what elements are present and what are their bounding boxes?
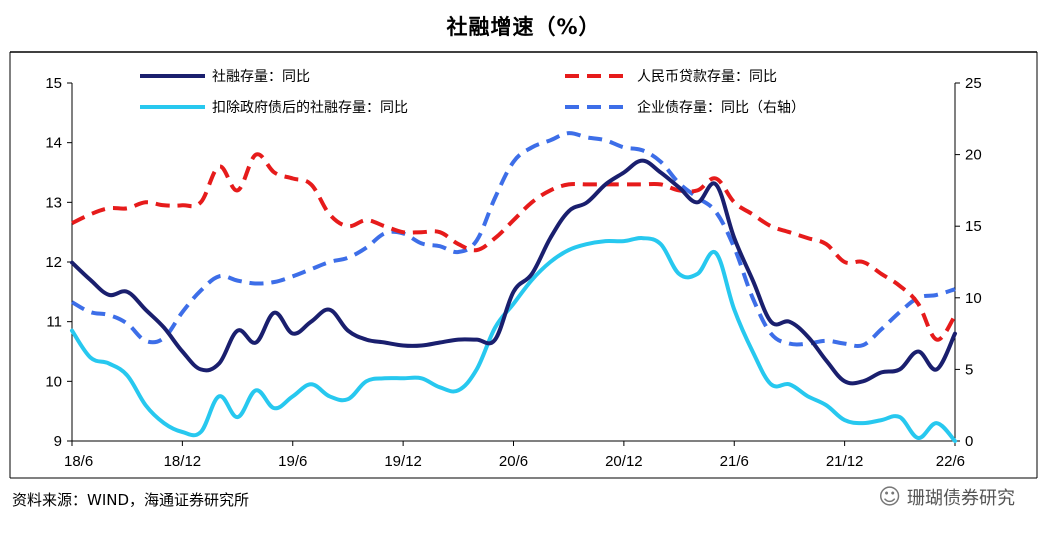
y-right-tick-label: 20 xyxy=(965,147,982,164)
y-left-tick-label: 10 xyxy=(45,373,62,390)
series-line-3 xyxy=(71,131,956,349)
x-tick-label: 18/12 xyxy=(164,453,202,470)
y-right-tick-label: 0 xyxy=(965,433,973,450)
x-tick-label: 19/6 xyxy=(278,453,307,470)
series-layer xyxy=(70,131,957,443)
y-left-tick-label: 13 xyxy=(45,194,62,211)
y-right-tick-label: 5 xyxy=(965,361,973,378)
y-right-tick-label: 10 xyxy=(965,290,982,307)
legend-label-3: 企业债存量：同比（右轴） xyxy=(637,99,805,116)
y-left-tick-label: 11 xyxy=(46,314,62,331)
series-line-0 xyxy=(70,158,957,386)
x-tick-label: 20/6 xyxy=(499,453,528,470)
x-tick-label: 21/12 xyxy=(826,453,864,470)
x-tick-label: 20/12 xyxy=(605,453,643,470)
x-tick-label: 22/6 xyxy=(936,453,965,470)
legend-label-2: 扣除政府债后的社融存量：同比 xyxy=(212,100,408,116)
brand: ☺ 珊瑚债券研究 xyxy=(878,484,1015,510)
x-tick-label: 18/6 xyxy=(64,453,93,470)
y-left-tick-label: 12 xyxy=(45,254,62,271)
axes: 9 10 11 12 13 14 15 0 5 10 15 20 25 18/6 18/12 19/6 19/1… xyxy=(45,75,981,470)
x-tick-label: 19/12 xyxy=(384,453,422,470)
series-line-2 xyxy=(70,236,957,443)
series-line-1 xyxy=(71,152,957,342)
wechat-icon: ☺ xyxy=(878,484,901,510)
x-tick-label: 21/6 xyxy=(720,453,749,470)
y-left-tick-label: 14 xyxy=(45,135,62,152)
legend-label-1: 人民币贷款存量：同比 xyxy=(637,69,777,85)
source-note: 资料来源：WIND，海通证券研究所 xyxy=(12,491,250,509)
y-left-tick-label: 9 xyxy=(54,433,62,450)
line-chart: 9 10 11 12 13 14 15 0 5 10 15 20 25 18/6 18/12 19/6 19/1… xyxy=(9,51,1038,479)
y-left-tick-label: 15 xyxy=(45,75,62,92)
y-right-tick-label: 25 xyxy=(965,75,982,92)
brand-label: 珊瑚债券研究 xyxy=(907,488,1015,509)
chart-title: 社融增速（%） xyxy=(446,15,601,39)
legend-label-0: 社融存量：同比 xyxy=(212,69,310,85)
y-right-tick-label: 15 xyxy=(965,218,982,235)
